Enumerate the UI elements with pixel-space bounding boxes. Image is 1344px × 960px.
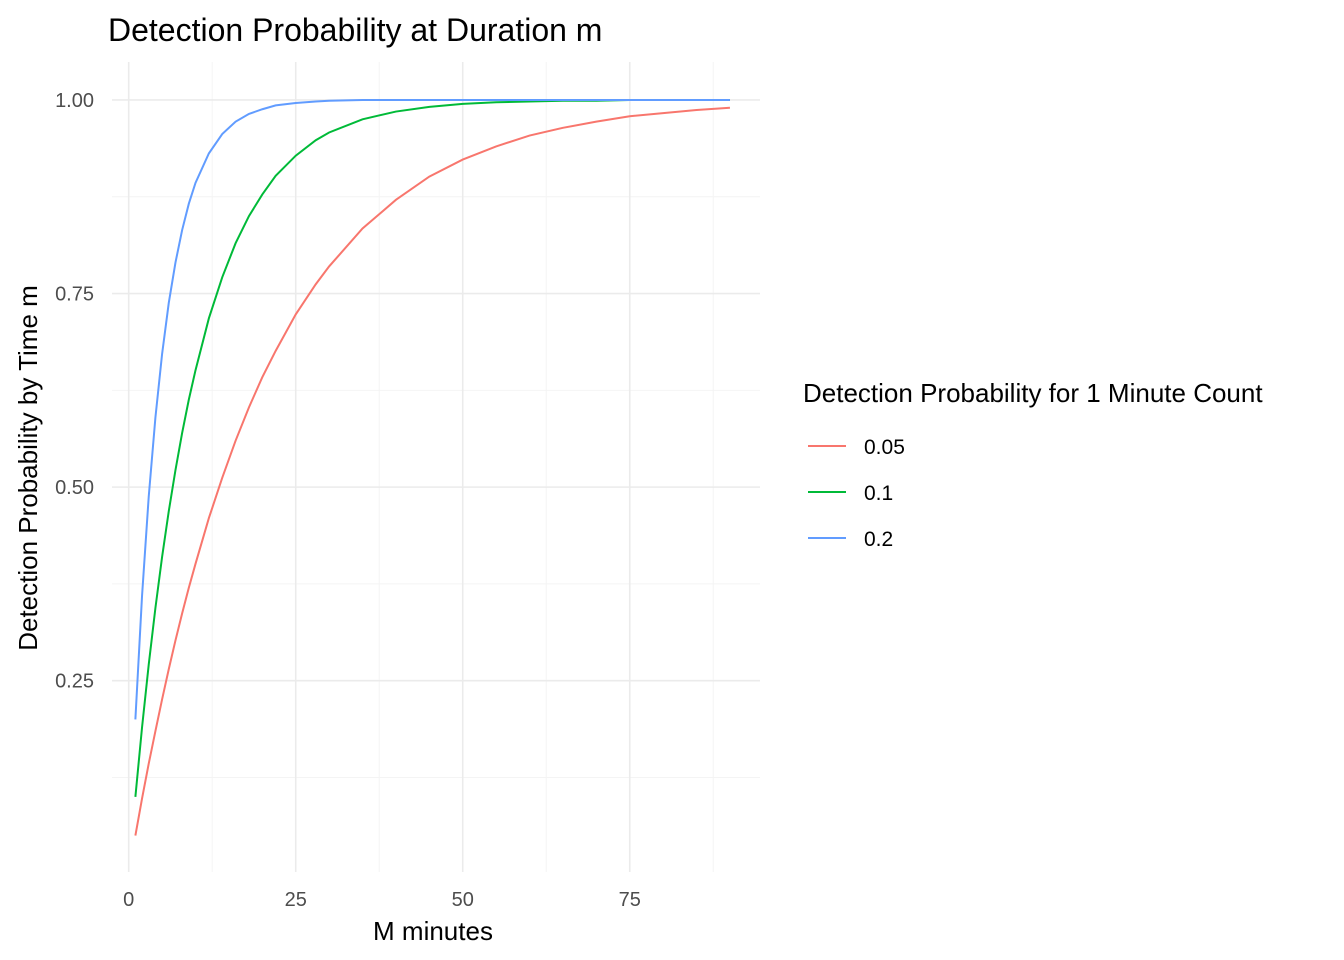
- x-tick-label: 25: [285, 889, 307, 911]
- chart-title: Detection Probability at Duration m: [108, 12, 602, 48]
- y-tick-label: 0.75: [55, 284, 94, 306]
- legend-title: Detection Probability for 1 Minute Count: [803, 378, 1263, 408]
- x-tick-label: 50: [452, 889, 474, 911]
- gridlines: [112, 62, 760, 872]
- series-line-0.2: [134, 98, 730, 720]
- y-tick-label: 1.00: [55, 90, 94, 112]
- legend-label: 0.05: [864, 436, 905, 459]
- x-tick-label: 0: [123, 889, 134, 911]
- y-axis-title: Detection Probability by Time m: [13, 285, 43, 651]
- x-axis-ticks: 0 25 50 75: [123, 889, 641, 911]
- legend-label: 0.2: [864, 528, 893, 551]
- x-axis-title: M minutes: [373, 916, 493, 946]
- series-line-0.05: [134, 106, 731, 836]
- legend-label: 0.1: [864, 482, 893, 505]
- y-tick-label: 0.50: [55, 477, 94, 499]
- series-lines: [134, 98, 731, 836]
- y-axis-ticks: 0.25 0.50 0.75 1.00: [55, 90, 94, 693]
- y-tick-label: 0.25: [55, 671, 94, 693]
- x-tick-label: 75: [619, 889, 641, 911]
- series-line-0.1: [134, 98, 730, 797]
- legend: Detection Probability for 1 Minute Count…: [803, 378, 1263, 551]
